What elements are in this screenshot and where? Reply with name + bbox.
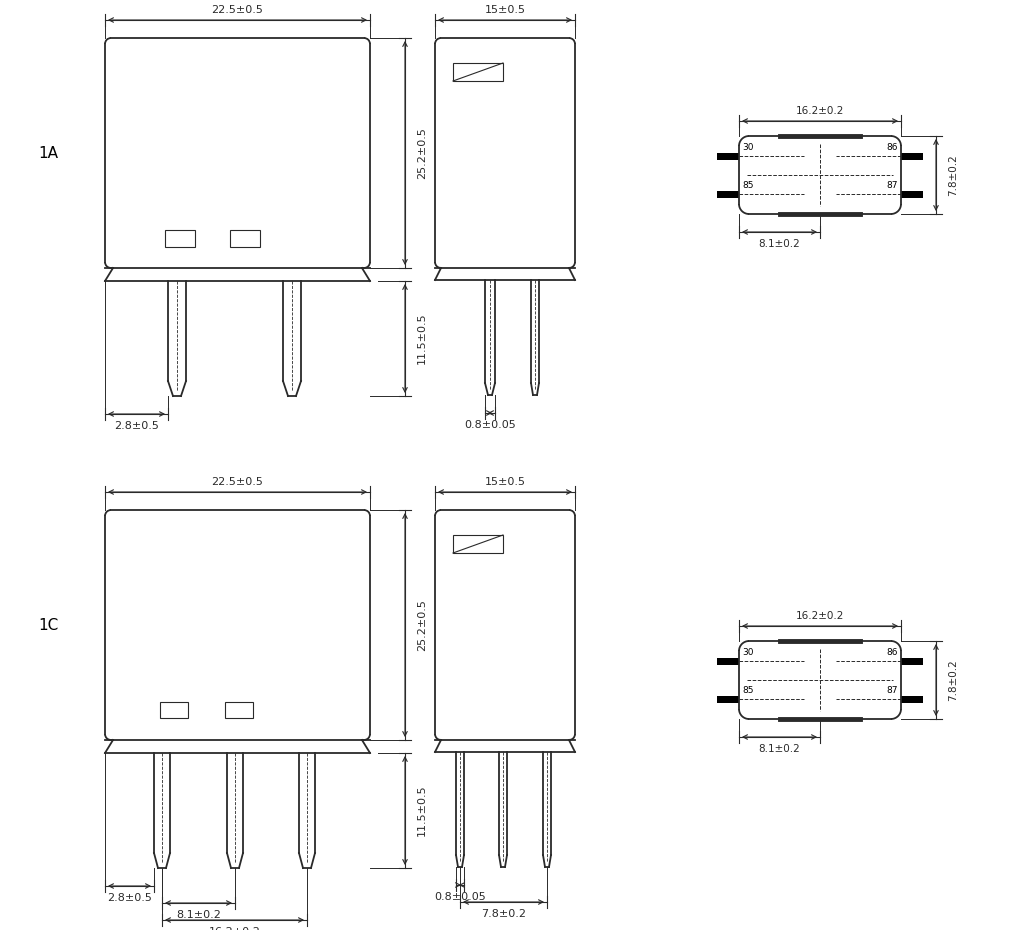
Text: 22.5±0.5: 22.5±0.5 <box>212 477 263 487</box>
Text: 11.5±0.5: 11.5±0.5 <box>417 312 427 365</box>
Text: 0.8±0.05: 0.8±0.05 <box>464 420 516 430</box>
Text: 1A: 1A <box>38 145 58 161</box>
Text: 16.2±0.2: 16.2±0.2 <box>795 611 844 621</box>
Text: 87: 87 <box>887 181 898 190</box>
Bar <box>165 230 196 247</box>
Text: 15±0.5: 15±0.5 <box>485 477 526 487</box>
Text: 8.1±0.2: 8.1±0.2 <box>758 744 801 754</box>
Text: 2.8±0.5: 2.8±0.5 <box>107 893 152 903</box>
Bar <box>230 230 260 247</box>
Bar <box>453 63 503 81</box>
Text: 30: 30 <box>742 143 753 152</box>
Text: 15±0.5: 15±0.5 <box>485 5 526 15</box>
Text: 8.1±0.2: 8.1±0.2 <box>758 239 801 249</box>
Text: 25.2±0.5: 25.2±0.5 <box>417 127 427 179</box>
Text: 1C: 1C <box>38 618 58 632</box>
Bar <box>717 696 739 703</box>
Bar <box>717 153 739 160</box>
Bar <box>901 696 923 703</box>
Bar <box>225 702 253 718</box>
Bar <box>717 658 739 665</box>
Text: 7.8±0.2: 7.8±0.2 <box>948 659 958 701</box>
Text: 22.5±0.5: 22.5±0.5 <box>212 5 263 15</box>
Bar <box>901 191 923 198</box>
Text: 7.8±0.2: 7.8±0.2 <box>481 909 526 919</box>
Text: 2.8±0.5: 2.8±0.5 <box>114 421 158 431</box>
Text: 16.2±0.2: 16.2±0.2 <box>795 106 844 116</box>
Text: 25.2±0.5: 25.2±0.5 <box>417 599 427 651</box>
Text: 86: 86 <box>887 648 898 657</box>
Bar <box>901 658 923 665</box>
Bar <box>453 535 503 553</box>
Bar <box>901 153 923 160</box>
Text: 8.1±0.2: 8.1±0.2 <box>176 910 221 920</box>
Text: 0.8±0.05: 0.8±0.05 <box>434 892 486 902</box>
Bar <box>717 191 739 198</box>
Bar <box>159 702 188 718</box>
Text: 30: 30 <box>742 648 753 657</box>
Text: 7.8±0.2: 7.8±0.2 <box>948 154 958 196</box>
Text: 85: 85 <box>742 181 753 190</box>
Text: 86: 86 <box>887 143 898 152</box>
Text: 85: 85 <box>742 686 753 695</box>
Text: 87: 87 <box>887 686 898 695</box>
Text: 16.2±0.2: 16.2±0.2 <box>209 927 260 930</box>
Text: 11.5±0.5: 11.5±0.5 <box>417 785 427 836</box>
